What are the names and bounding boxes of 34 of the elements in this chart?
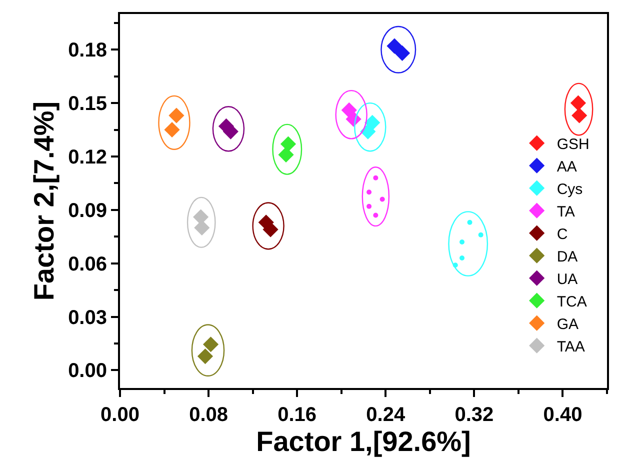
legend-label: Cys	[556, 180, 583, 198]
legend-label: TAA	[556, 338, 585, 356]
legend-label: GSH	[556, 136, 590, 153]
y-tick-label: 0.00	[68, 360, 107, 382]
legend-label: AA	[556, 158, 577, 176]
y-tick-label: 0.03	[68, 306, 107, 329]
y-tick-label: 0.06	[68, 253, 107, 276]
x-tick-label: 0.00	[100, 404, 140, 426]
x-tick-label: 0.40	[543, 404, 582, 426]
x-tick-label: 0.32	[454, 404, 494, 426]
y-tick-label: 0.18	[68, 40, 107, 62]
x-axis-title: Factor 1,[92.6%]	[256, 426, 471, 457]
point	[478, 232, 484, 238]
legend-label: C	[556, 226, 568, 243]
y-tick-label: 0.15	[68, 93, 107, 116]
legend-label: DA	[556, 248, 578, 266]
legend-label: TCA	[556, 293, 587, 310]
point	[366, 204, 372, 209]
point	[467, 220, 472, 225]
x-tick-label: 0.24	[366, 404, 406, 426]
point	[460, 239, 465, 244]
x-tick-label: 0.08	[189, 404, 228, 426]
point	[380, 196, 385, 202]
point	[373, 175, 378, 180]
x-tick-label: 0.16	[278, 404, 317, 426]
point	[373, 212, 378, 218]
legend-label: UA	[556, 270, 578, 288]
y-tick-label: 0.09	[68, 200, 107, 222]
legend-label: TA	[556, 203, 575, 220]
point	[460, 255, 465, 260]
point	[366, 190, 372, 195]
y-axis-title: Factor 2,[7.4%]	[28, 101, 60, 301]
y-tick-label: 0.12	[68, 146, 107, 168]
legend-label: GA	[556, 316, 579, 333]
